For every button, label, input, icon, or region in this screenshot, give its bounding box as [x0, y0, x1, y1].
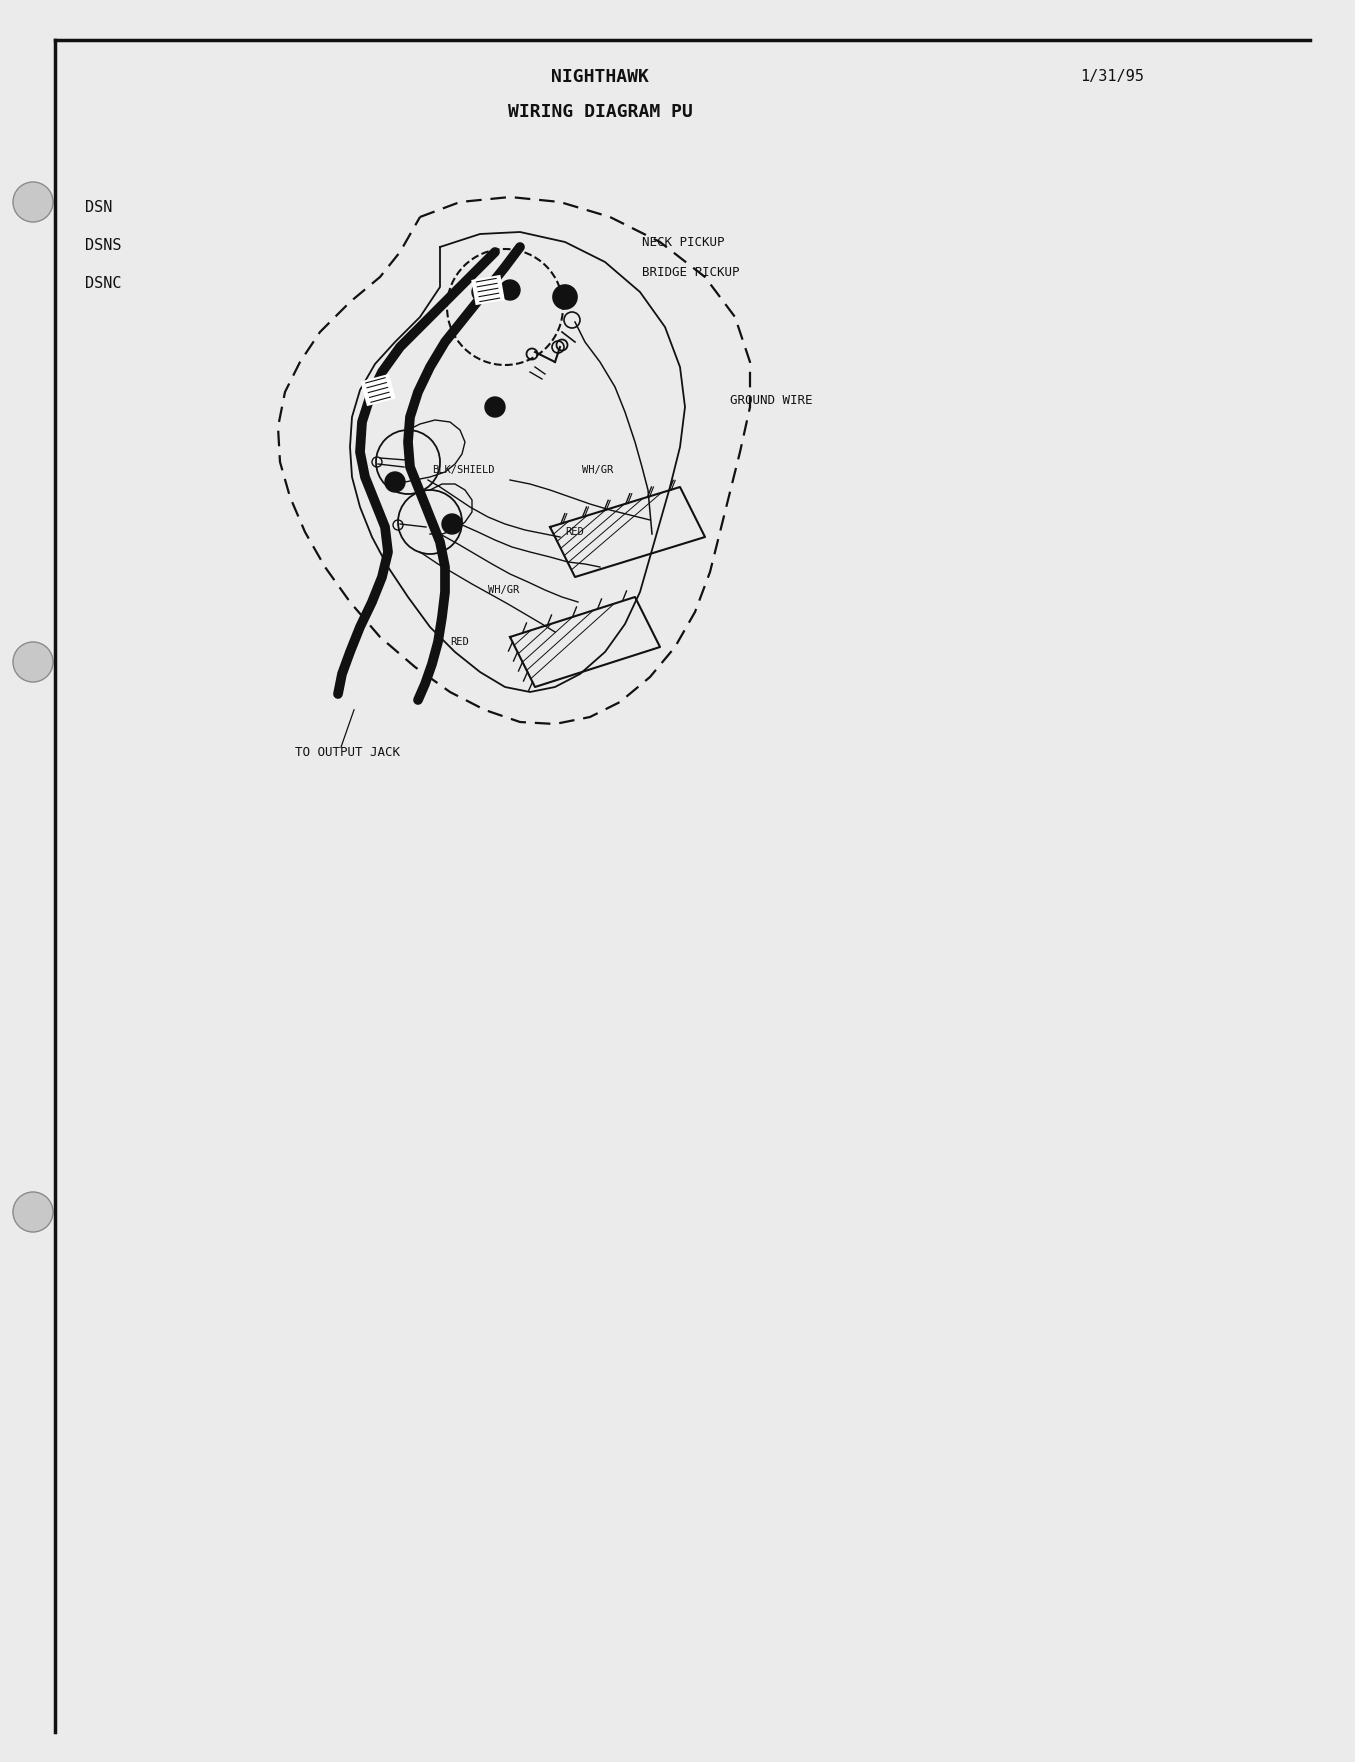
Circle shape [14, 181, 53, 222]
Text: DSNS: DSNS [85, 238, 122, 252]
Circle shape [442, 515, 462, 534]
Text: NECK PICKUP: NECK PICKUP [642, 236, 725, 248]
Text: WIRING DIAGRAM PU: WIRING DIAGRAM PU [508, 102, 692, 122]
Text: DSNC: DSNC [85, 275, 122, 291]
Text: RED: RED [450, 638, 469, 647]
Circle shape [14, 641, 53, 682]
Text: WH/GR: WH/GR [488, 585, 519, 596]
Circle shape [553, 285, 577, 308]
Text: DSN: DSN [85, 199, 112, 215]
Circle shape [472, 282, 492, 301]
Text: BRIDGE PICKUP: BRIDGE PICKUP [642, 266, 740, 278]
Circle shape [500, 280, 520, 300]
Text: RED: RED [565, 527, 584, 537]
Text: 1/31/95: 1/31/95 [1080, 69, 1144, 85]
Circle shape [385, 472, 405, 492]
Circle shape [485, 396, 505, 418]
Text: GROUND WIRE: GROUND WIRE [730, 393, 813, 407]
Text: TO OUTPUT JACK: TO OUTPUT JACK [295, 745, 400, 758]
Text: BLK/SHIELD: BLK/SHIELD [432, 465, 495, 476]
Circle shape [14, 1193, 53, 1232]
Text: WH/GR: WH/GR [583, 465, 614, 476]
Text: NIGHTHAWK: NIGHTHAWK [551, 69, 649, 86]
